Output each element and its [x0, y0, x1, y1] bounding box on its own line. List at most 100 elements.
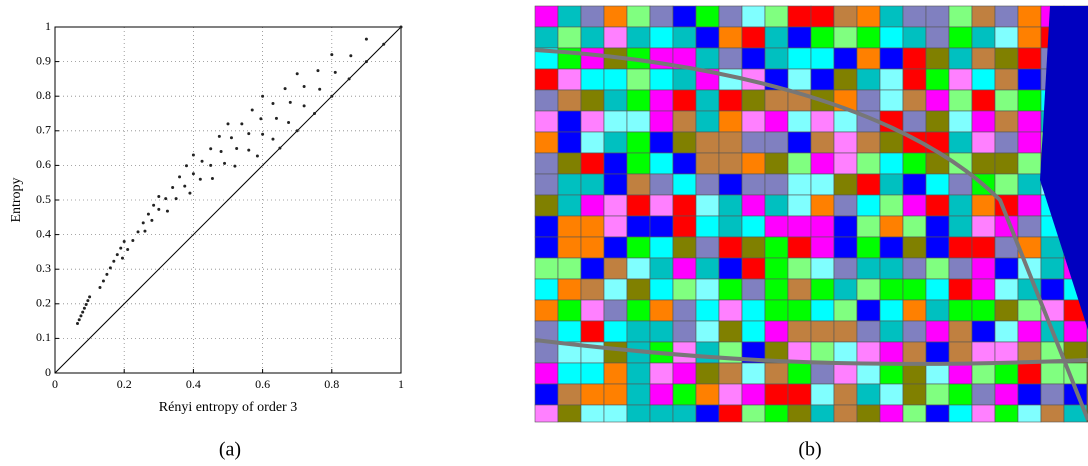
map-patch — [650, 216, 673, 237]
point — [123, 240, 126, 243]
map-patch — [972, 258, 995, 279]
map-patch — [696, 90, 719, 111]
x-tick-label: 0 — [52, 377, 58, 391]
map-patch — [949, 342, 972, 363]
point — [247, 132, 250, 135]
point — [348, 77, 351, 80]
map-patch — [673, 174, 696, 195]
map-patch — [696, 258, 719, 279]
map-patch — [926, 216, 949, 237]
map-patch — [788, 300, 811, 321]
map-patch — [788, 132, 811, 153]
map-patch — [857, 27, 880, 48]
map-patch — [1018, 69, 1041, 90]
point — [166, 210, 169, 213]
map-patch — [788, 153, 811, 174]
map-patch — [995, 174, 1018, 195]
y-tick-label: 0.8 — [36, 88, 51, 102]
map-patch — [880, 216, 903, 237]
point — [275, 117, 278, 120]
map-patch — [535, 90, 558, 111]
map-patch — [673, 384, 696, 405]
map-patch — [926, 321, 949, 342]
map-patch — [834, 174, 857, 195]
point — [185, 164, 188, 167]
point — [78, 318, 81, 321]
map-patch — [719, 216, 742, 237]
map-patch — [926, 279, 949, 300]
point — [240, 122, 243, 125]
map-patch — [765, 405, 788, 422]
map-patch — [949, 174, 972, 195]
map-patch — [811, 216, 834, 237]
map-patch — [627, 216, 650, 237]
map-patch — [972, 27, 995, 48]
map-patch — [581, 69, 604, 90]
map-patch — [604, 237, 627, 258]
map-patch — [972, 300, 995, 321]
map-patch — [535, 174, 558, 195]
map-patch — [719, 132, 742, 153]
map-patch — [719, 279, 742, 300]
map-patch — [1018, 174, 1041, 195]
map-patch — [696, 237, 719, 258]
map-patch — [673, 258, 696, 279]
map-patch — [627, 111, 650, 132]
point — [102, 279, 105, 282]
map-patch — [742, 153, 765, 174]
map-patch — [811, 237, 834, 258]
point — [259, 117, 262, 120]
map-patch — [719, 174, 742, 195]
map-patch — [1018, 132, 1041, 153]
map-patch — [719, 258, 742, 279]
map-patch — [581, 132, 604, 153]
map-patch — [765, 48, 788, 69]
map-patch — [558, 321, 581, 342]
map-patch — [742, 363, 765, 384]
map-patch — [765, 132, 788, 153]
map-patch — [972, 6, 995, 27]
map-patch — [627, 300, 650, 321]
map-patch — [627, 6, 650, 27]
map-patch — [581, 405, 604, 422]
map-patch — [650, 237, 673, 258]
map-patch — [765, 237, 788, 258]
point — [126, 248, 129, 251]
map-patch — [834, 321, 857, 342]
map-patch — [949, 6, 972, 27]
map-patch — [581, 90, 604, 111]
map-patch — [558, 111, 581, 132]
map-patch — [1041, 279, 1064, 300]
point — [143, 230, 146, 233]
map-patch — [604, 153, 627, 174]
point — [109, 266, 112, 269]
y-tick-label: 0.1 — [36, 330, 51, 344]
map-patch — [604, 384, 627, 405]
map-patch — [903, 27, 926, 48]
map-patch — [972, 342, 995, 363]
map-patch — [535, 216, 558, 237]
map-patch — [834, 132, 857, 153]
map-patch — [650, 174, 673, 195]
map-patch — [995, 258, 1018, 279]
map-patch — [627, 405, 650, 422]
map-patch — [857, 405, 880, 422]
map-patch — [949, 195, 972, 216]
map-patch — [1018, 321, 1041, 342]
x-tick-label: 0.6 — [255, 377, 270, 391]
map-patch — [926, 237, 949, 258]
map-patch — [834, 279, 857, 300]
point — [112, 260, 115, 263]
map-patch — [903, 321, 926, 342]
point — [278, 147, 281, 150]
map-patch — [811, 69, 834, 90]
map-patch — [949, 48, 972, 69]
map-patch — [604, 69, 627, 90]
map-patch — [765, 384, 788, 405]
y-tick-label: 0.9 — [36, 53, 51, 67]
map-patch — [880, 237, 903, 258]
point — [157, 208, 160, 211]
map-patch — [857, 195, 880, 216]
map-patch — [880, 48, 903, 69]
map-patch — [558, 363, 581, 384]
